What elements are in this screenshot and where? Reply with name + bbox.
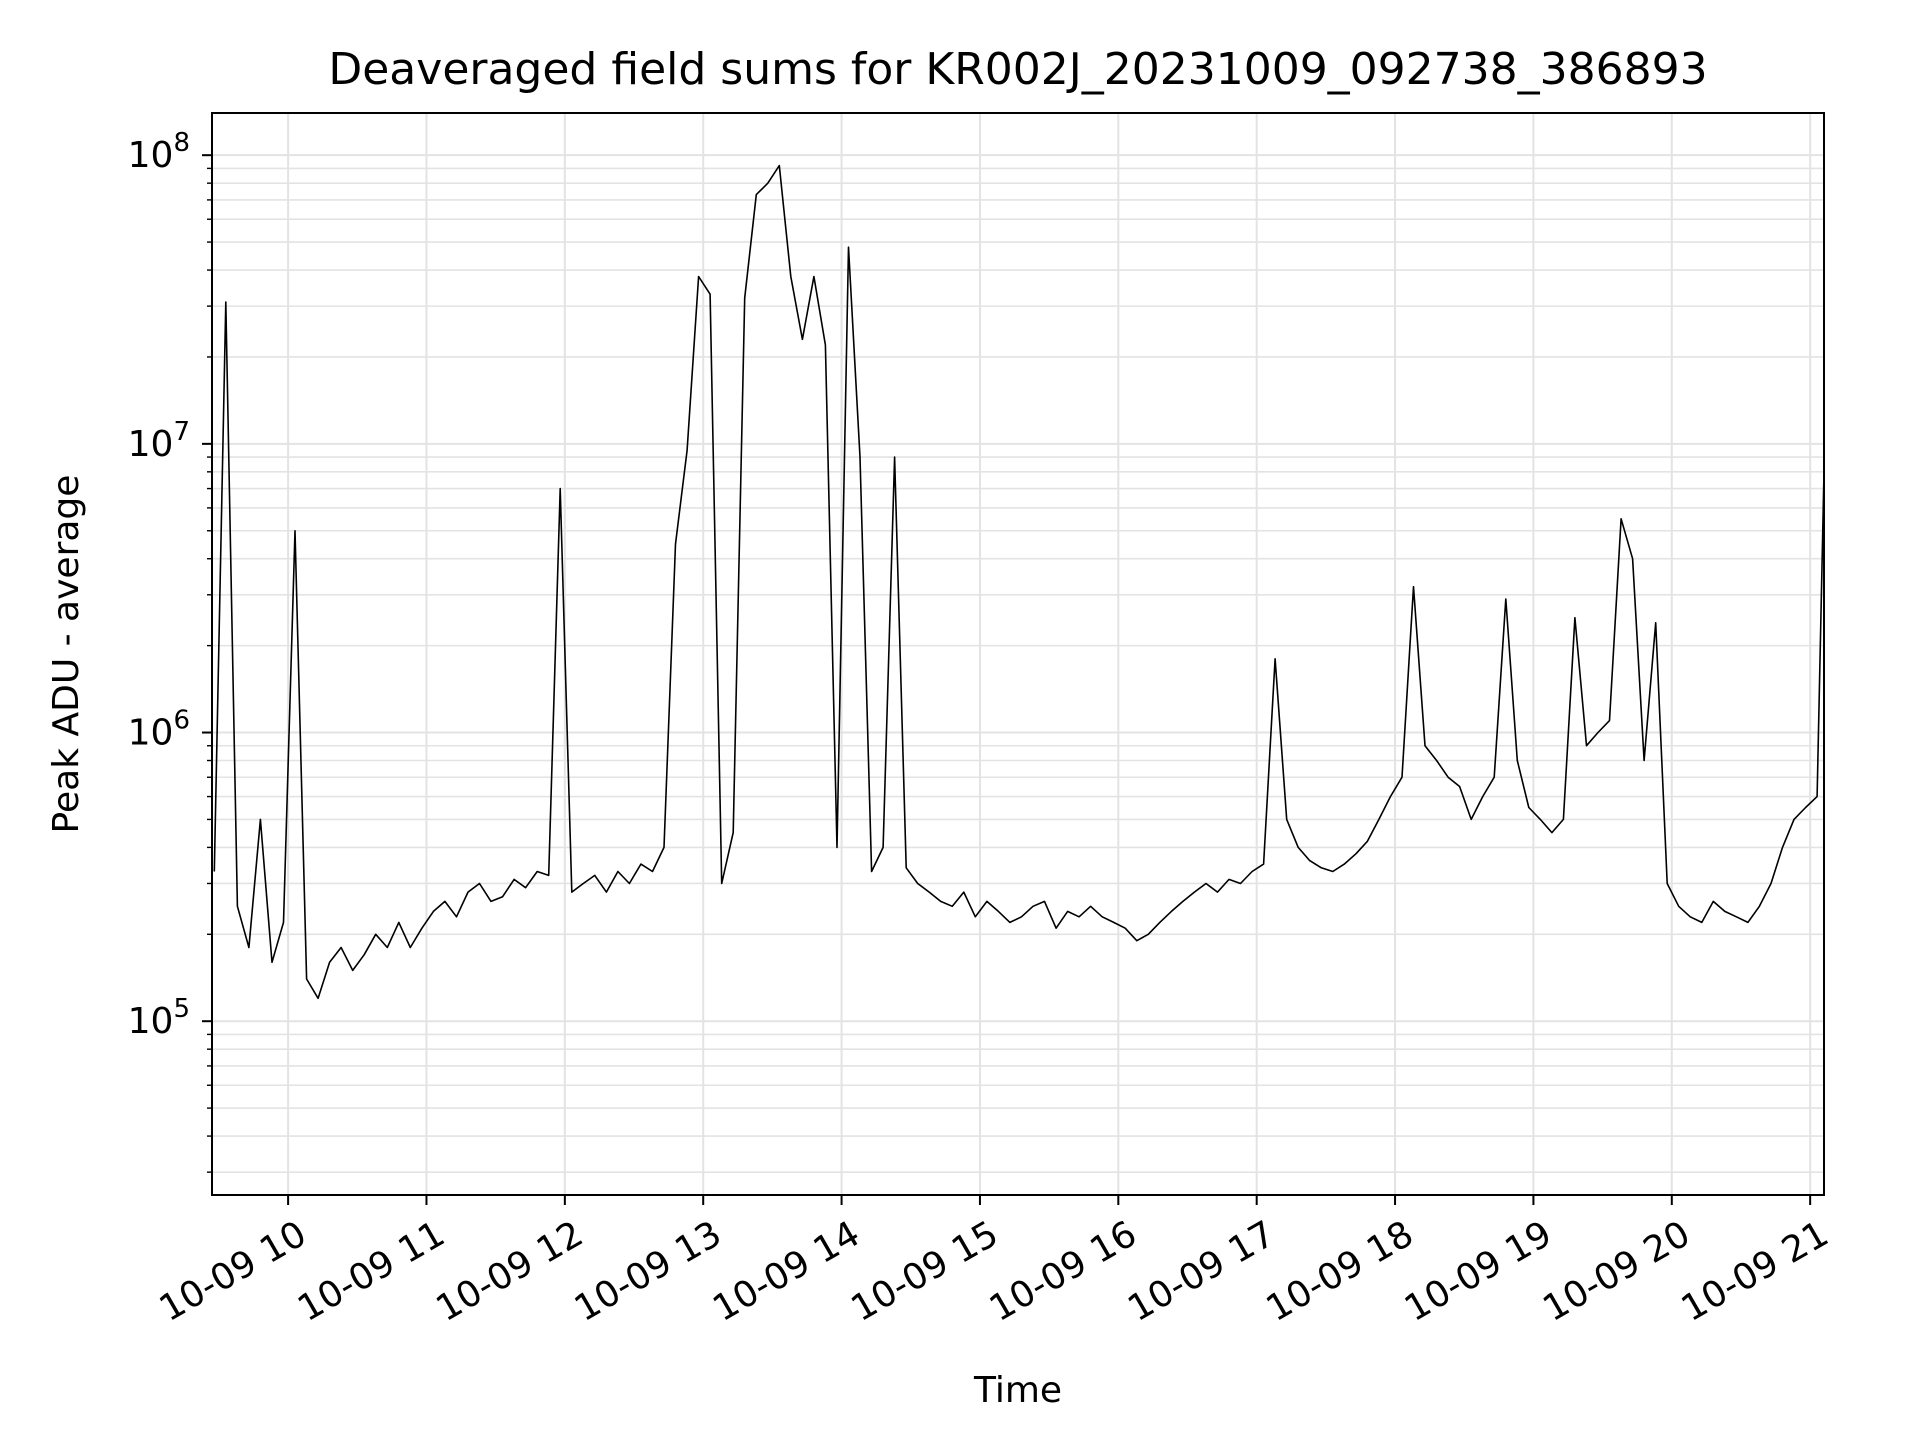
y-tick-label: 108 bbox=[128, 128, 190, 176]
series-layer bbox=[213, 164, 1825, 1000]
plot-frame bbox=[211, 112, 1825, 1196]
y-axis-label: Peak ADU - average bbox=[46, 475, 87, 834]
x-axis-label: Time bbox=[973, 1370, 1062, 1411]
chart-title: Deaveraged field sums for KR002J_2023100… bbox=[328, 44, 1707, 95]
y-axis: 105 106 107 108 bbox=[128, 128, 212, 1173]
y-tick-label: 107 bbox=[128, 417, 190, 465]
y-tick-label: 106 bbox=[128, 706, 190, 754]
y-tick-label: 105 bbox=[128, 994, 190, 1042]
grid bbox=[212, 113, 1824, 1195]
